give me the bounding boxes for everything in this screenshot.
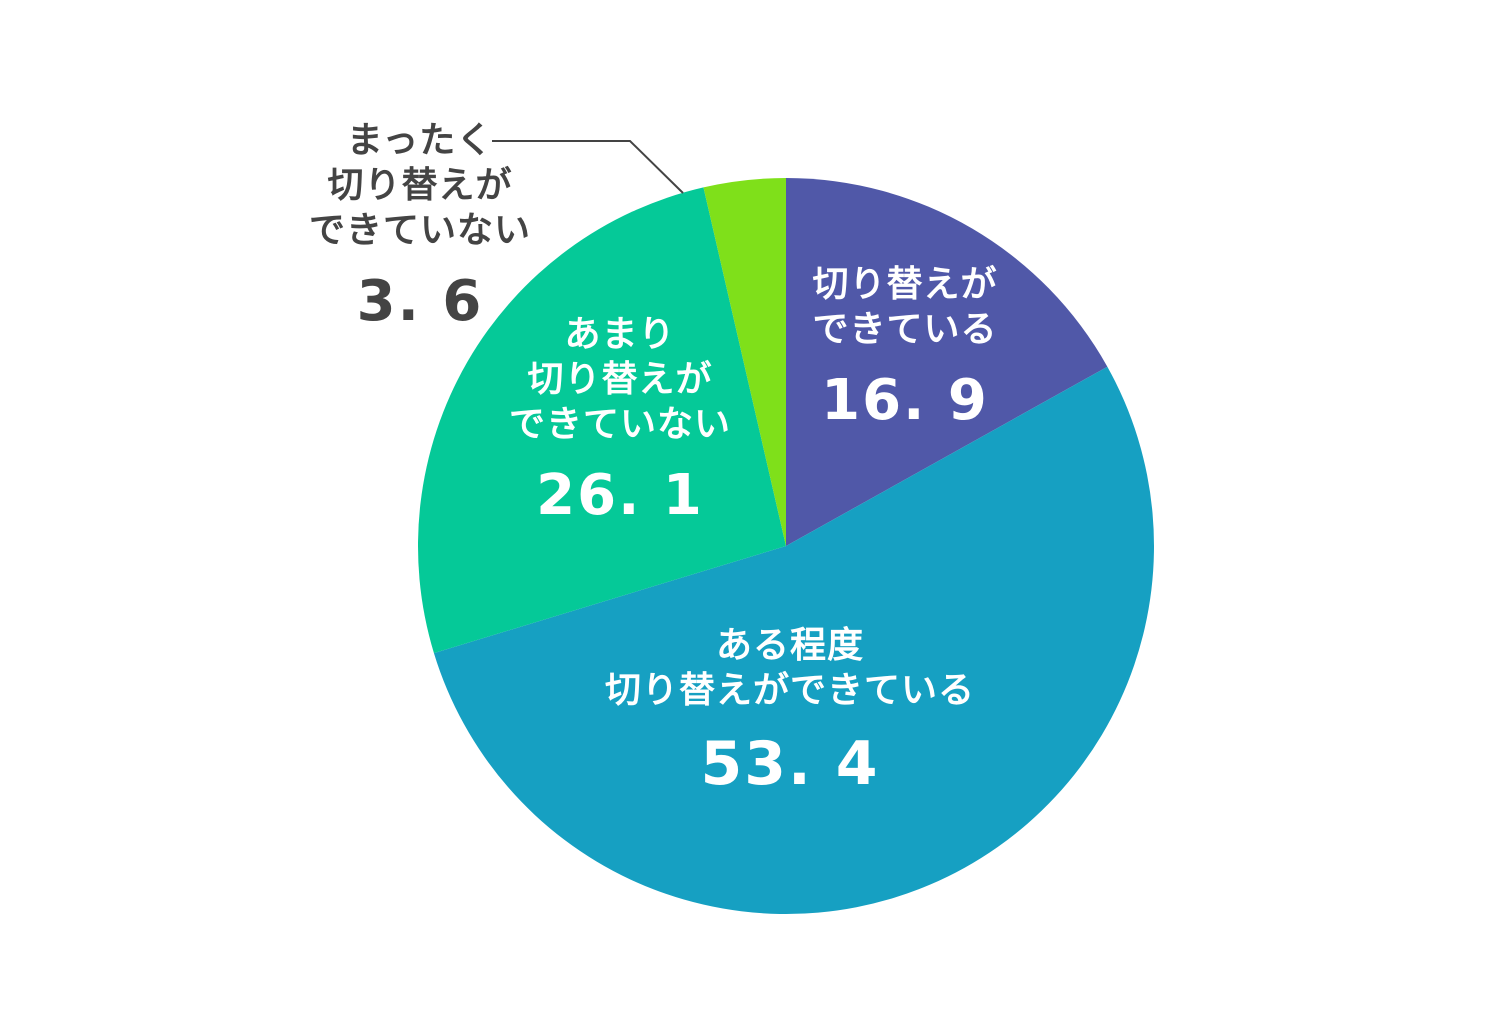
slice-label-somewhat-switched: ある程度 切り替えができている 53. 4 — [560, 623, 1020, 802]
slice-category: まったく 切り替えが できていない — [308, 120, 531, 251]
slice-category: ある程度 切り替えができている — [604, 625, 975, 711]
pie-slice-1 — [433, 366, 1154, 914]
slice-category: 切り替えが できている — [812, 264, 998, 350]
pie-slice-2 — [417, 187, 786, 654]
slice-value: 3. 6 — [356, 269, 484, 334]
pie-slice-3 — [703, 178, 786, 546]
slice-value: 26. 1 — [536, 463, 704, 528]
slice-value: 53. 4 — [700, 729, 880, 799]
pie-slices — [417, 178, 1154, 914]
slice-value: 16. 9 — [821, 368, 989, 433]
slice-label-not-at-all-switched: まったく 切り替えが できていない 3. 6 — [290, 118, 550, 337]
slice-label-switched: 切り替えが できている 16. 9 — [790, 262, 1020, 436]
pie-slice-0 — [786, 178, 1108, 546]
leader-line — [492, 140, 684, 194]
slice-category: あまり 切り替えが できていない — [508, 314, 731, 445]
slice-label-not-really-switched: あまり 切り替えが できていない 26. 1 — [490, 312, 750, 531]
